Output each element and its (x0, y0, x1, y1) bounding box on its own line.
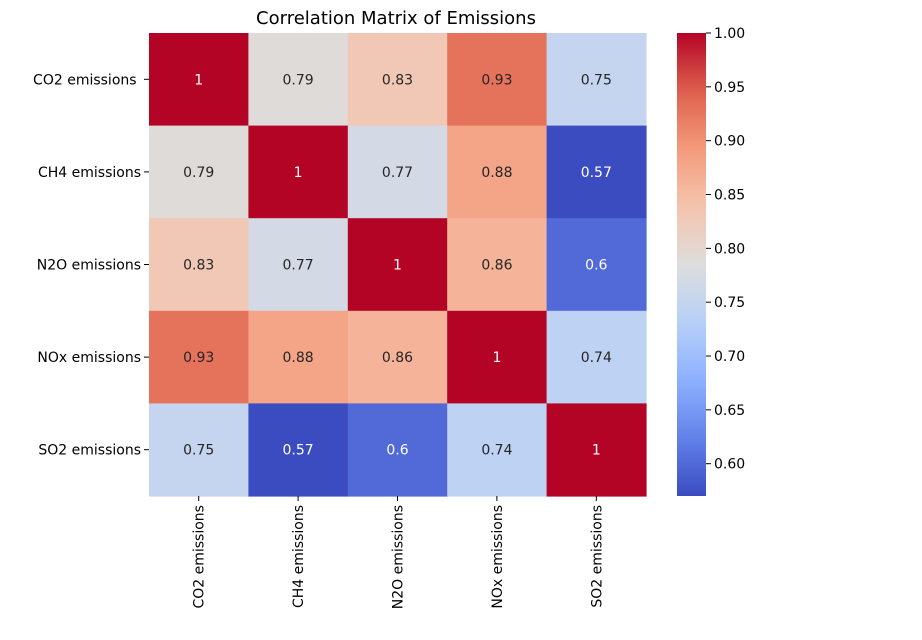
heatmap-cell (546, 310, 647, 404)
cell-annotation: 0.75 (581, 72, 612, 88)
cell-annotation: 0.74 (581, 350, 612, 366)
heatmap-cell (347, 310, 448, 404)
x-tick-labels: CO2 emissions CH4 emissions N2O emissions N… (192, 496, 605, 609)
heatmap-cell (149, 33, 249, 127)
heatmap-cell (447, 125, 548, 219)
cell-annotation: 0.77 (283, 258, 314, 274)
cell-annotation: 0.75 (183, 443, 214, 459)
cell-annotation: 0.83 (183, 258, 214, 274)
cell-annotation: 0.6 (386, 443, 408, 459)
cell-annotation: 0.74 (481, 443, 512, 459)
heatmap-cell (248, 218, 349, 312)
x-tick-label: CO2 emissions (192, 505, 208, 609)
cell-annotation: 0.79 (283, 72, 314, 88)
heatmap-cell (546, 403, 647, 497)
colorbar-tick-label: 0.70 (714, 349, 745, 365)
y-tick-label: SO2 emissions (38, 443, 141, 459)
heatmap-cell (149, 218, 249, 312)
heatmap-cell (347, 33, 448, 127)
cell-annotation: 1 (393, 258, 402, 274)
colorbar-tick-label: 0.80 (714, 241, 745, 257)
heatmap-cell (447, 33, 548, 127)
colorbar-tick-label: 0.75 (714, 295, 745, 311)
heatmap-cell (248, 33, 349, 127)
cell-annotation: 0.88 (481, 165, 512, 181)
heatmap-cell (248, 310, 349, 404)
y-tick-label: CH4 emissions (38, 165, 141, 181)
y-tick-label: N2O emissions (37, 258, 141, 274)
heatmap-cells: 1 0.79 0.83 0.93 0.75 0.79 1 0.77 0.88 0.57 0.83 0.… (149, 33, 647, 497)
cell-annotation: 1 (592, 443, 601, 459)
colorbar-tick-label: 0.95 (714, 80, 745, 96)
x-tick-label: SO2 emissions (589, 505, 605, 608)
cell-annotation: 0.77 (382, 165, 413, 181)
colorbar-tick-label: 0.90 (714, 134, 745, 150)
heatmap-cell (546, 125, 647, 219)
heatmap-cell (149, 403, 249, 497)
heatmap-cell (149, 310, 249, 404)
y-tick-label: CO2 emissions (33, 72, 141, 88)
cell-annotation: 0.93 (481, 72, 512, 88)
cell-annotation: 1 (492, 350, 501, 366)
chart-title: Correlation Matrix of Emissions (256, 8, 536, 29)
heatmap-cell (347, 403, 448, 497)
heatmap-cell (447, 310, 548, 404)
cell-annotation: 1 (194, 72, 203, 88)
heatmap-cell (546, 33, 647, 127)
cell-annotation: 0.88 (283, 350, 314, 366)
colorbar-tick-label: 0.65 (714, 403, 745, 419)
x-tick-label: NOx emissions (490, 505, 506, 609)
heatmap-cell (347, 218, 448, 312)
heatmap-cell (546, 218, 647, 312)
colorbar-gradient (677, 33, 706, 496)
y-tick-label: NOx emissions (37, 350, 141, 366)
colorbar-tick-label: 1.00 (714, 26, 745, 42)
cell-annotation: 0.83 (382, 72, 413, 88)
x-tick-label: N2O emissions (391, 505, 407, 609)
y-tick-labels: CO2 emissions CH4 emissions N2O emissions… (33, 72, 149, 459)
colorbar-tick-label: 0.85 (714, 188, 745, 204)
cell-annotation: 0.57 (581, 165, 612, 181)
heatmap-cell (447, 403, 548, 497)
cell-annotation: 0.79 (183, 165, 214, 181)
cell-annotation: 0.86 (481, 258, 512, 274)
cell-annotation: 0.57 (283, 443, 314, 459)
cell-annotation: 0.6 (585, 258, 607, 274)
heatmap-cell (248, 125, 349, 219)
heatmap-cell (347, 125, 448, 219)
heatmap-cell (248, 403, 349, 497)
colorbar-tick-label: 0.60 (714, 457, 745, 473)
cell-annotation: 0.93 (183, 350, 214, 366)
colorbar: 0.60 0.65 0.70 0.75 0.80 0.85 0.90 0.95 1.00 (677, 26, 745, 496)
heatmap-cell (149, 125, 249, 219)
x-tick-label: CH4 emissions (291, 505, 307, 608)
heatmap-cell (447, 218, 548, 312)
cell-annotation: 1 (294, 165, 303, 181)
cell-annotation: 0.86 (382, 350, 413, 366)
